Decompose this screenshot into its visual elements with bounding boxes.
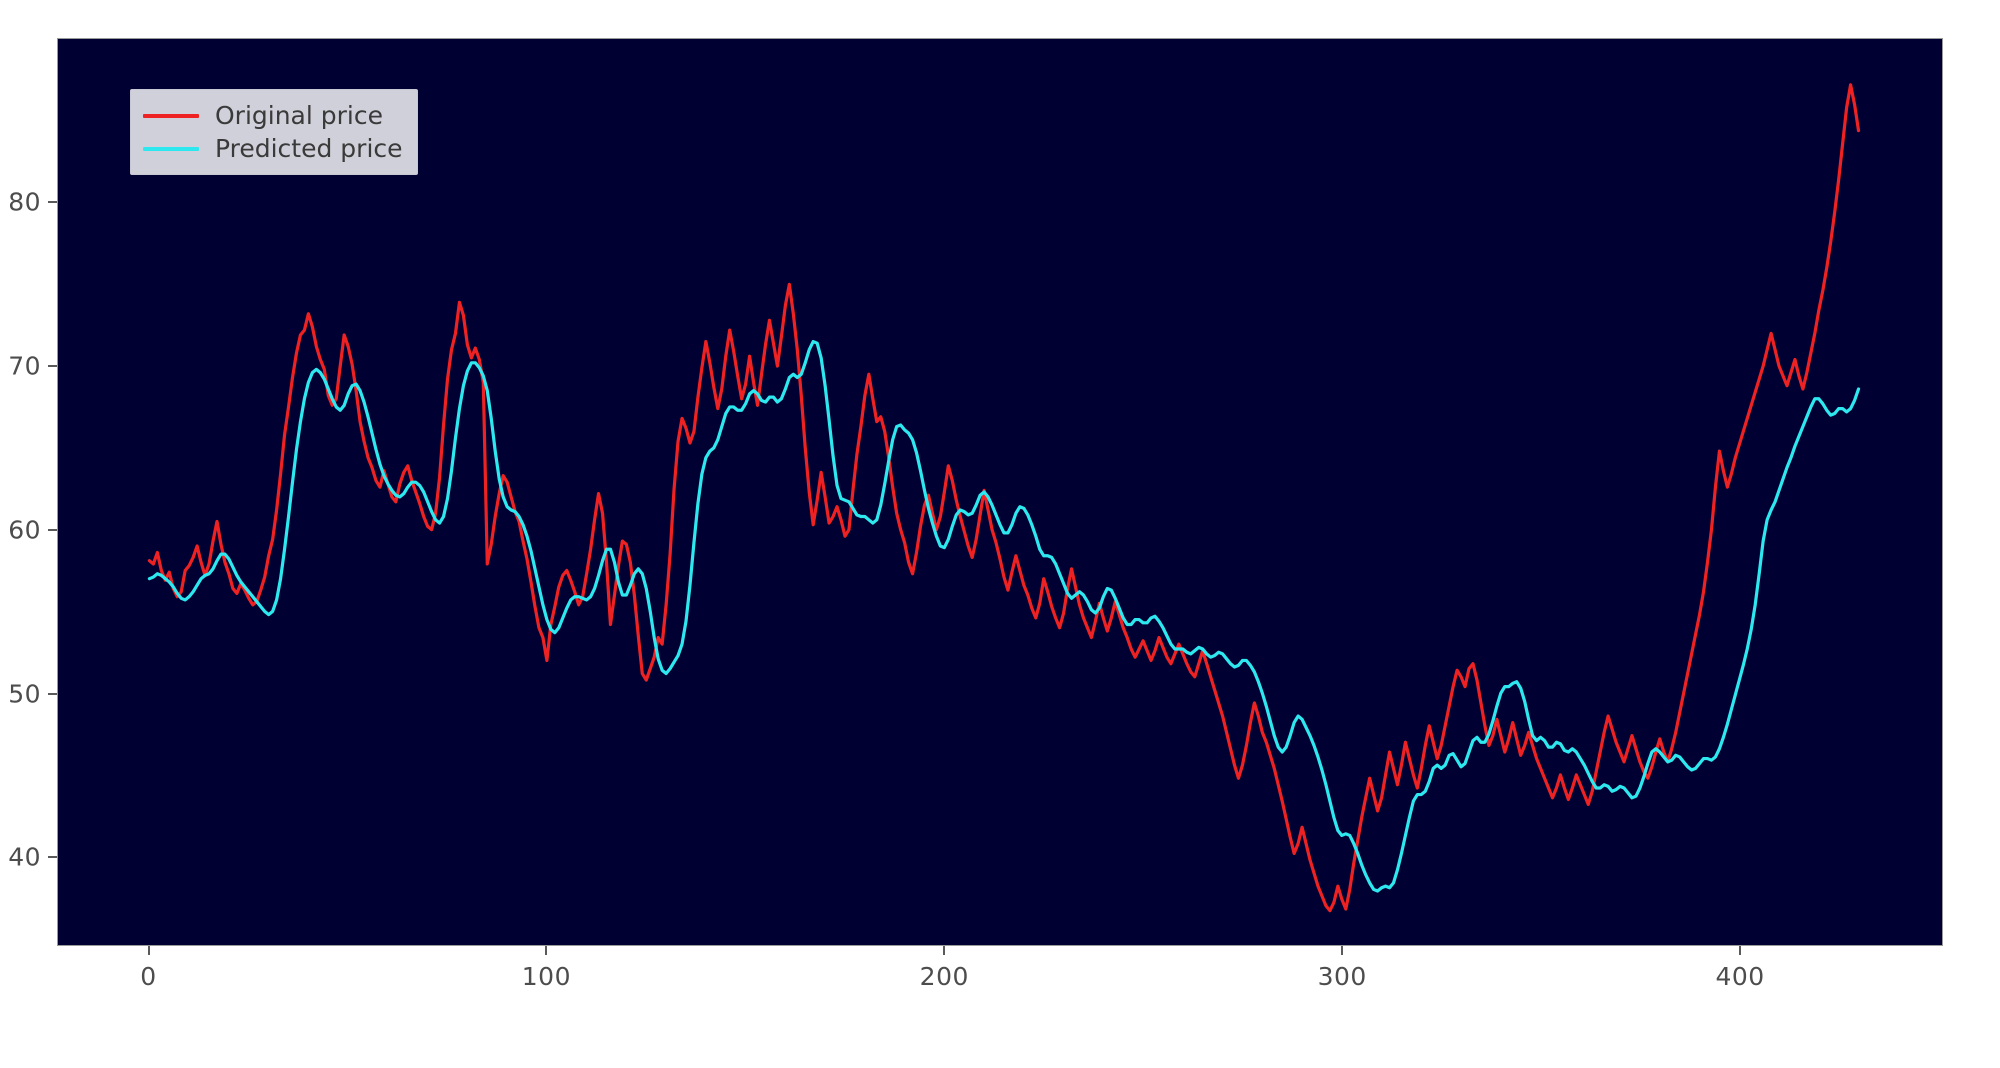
y-tick-mark xyxy=(48,528,57,531)
x-tick-label: 0 xyxy=(140,962,157,991)
line-swatch-icon-original xyxy=(143,113,199,118)
x-tick-mark xyxy=(147,946,150,955)
y-tick-label: 40 xyxy=(8,842,41,872)
series-plot xyxy=(58,39,1942,945)
x-tick-label: 300 xyxy=(1317,962,1367,991)
y-tick-mark xyxy=(48,856,57,859)
x-tick-mark xyxy=(1739,946,1742,955)
y-tick-mark xyxy=(48,364,57,367)
x-tick-mark xyxy=(943,946,946,955)
line-swatch-icon-predicted xyxy=(143,146,199,151)
legend-label-predicted-price: Predicted price xyxy=(215,134,403,163)
legend-label-original-price: Original price xyxy=(215,101,383,130)
y-tick-label: 80 xyxy=(8,187,41,217)
y-tick-label: 70 xyxy=(8,351,41,381)
x-tick-label: 400 xyxy=(1715,962,1765,991)
x-tick-label: 200 xyxy=(919,962,969,991)
x-tick-mark xyxy=(545,946,548,955)
series-line-predicted-price xyxy=(149,342,1858,891)
y-tick-mark xyxy=(48,692,57,695)
y-tick-label: 60 xyxy=(8,515,41,545)
y-tick-mark xyxy=(48,200,57,203)
x-tick-mark xyxy=(1341,946,1344,955)
plot-area: Original price Predicted price xyxy=(57,38,1943,946)
chart-legend[interactable]: Original price Predicted price xyxy=(130,89,418,175)
legend-item-original-price[interactable]: Original price xyxy=(143,99,403,132)
y-tick-label: 50 xyxy=(8,679,41,709)
x-tick-label: 100 xyxy=(521,962,571,991)
legend-item-predicted-price[interactable]: Predicted price xyxy=(143,132,403,165)
